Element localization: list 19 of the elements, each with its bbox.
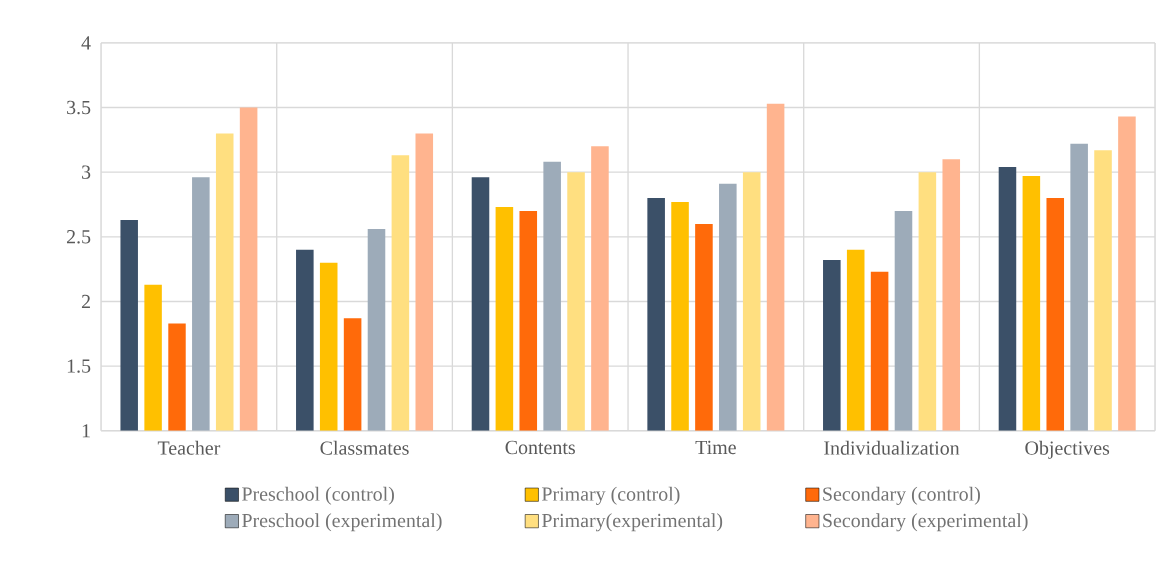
- legend-label: Secondary (control): [823, 486, 980, 505]
- legend-label: Preschool (control): [242, 486, 394, 505]
- legend-label: Primary (control): [541, 486, 680, 505]
- legend-label: Preschool (experimental): [242, 513, 442, 532]
- x-tick-label: Objectives: [1025, 440, 1110, 459]
- y-tick-label: 1.5: [67, 359, 91, 373]
- x-tick-label: Individualization: [824, 440, 960, 455]
- x-tick-label: Classmates: [320, 440, 409, 455]
- legend-label: Primary(experimental): [541, 513, 723, 532]
- legend-label: Secondary (experimental): [823, 513, 1028, 532]
- y-tick-label: 3.5: [67, 100, 91, 115]
- y-tick-label: 2: [81, 294, 90, 308]
- y-tick-label: 3: [82, 165, 91, 179]
- x-tick-label: Contents: [505, 440, 575, 454]
- y-tick-label: 4: [81, 36, 91, 50]
- y-tick-label: 1: [82, 424, 90, 438]
- x-tick-label: Teacher: [157, 440, 221, 455]
- y-tick-label: 2.5: [66, 229, 91, 244]
- x-tick-label: Time: [695, 440, 736, 454]
